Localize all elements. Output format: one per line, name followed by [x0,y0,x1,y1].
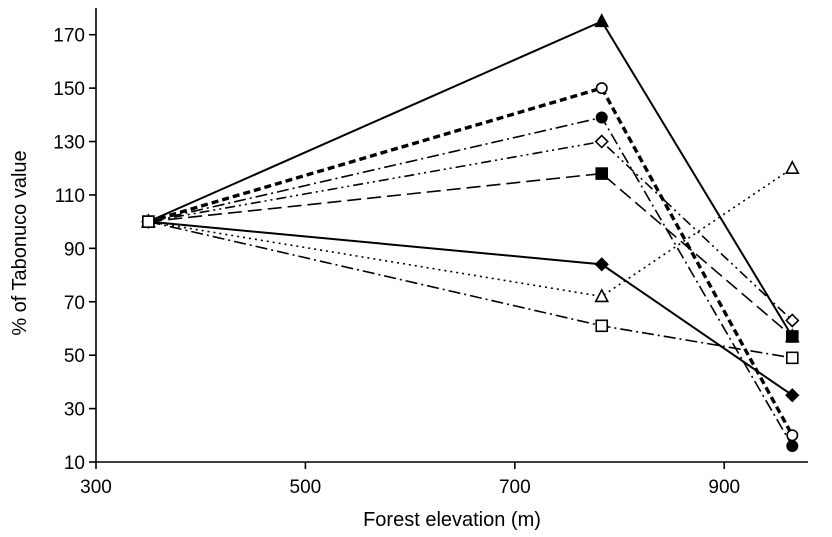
x-tick-label: 500 [290,477,322,498]
series-markers [141,13,800,452]
y-tick-label: 170 [53,26,85,47]
data-point [786,439,799,452]
data-point [594,288,610,303]
data-point [595,167,609,180]
y-tick-label: 150 [53,79,85,100]
y-tick-label: 90 [64,239,85,260]
data-point [785,330,799,343]
data-point [786,429,799,442]
data-point [594,134,609,149]
data-point [785,388,800,403]
series-line-5 [148,172,793,338]
x-tick-label: 700 [499,477,531,498]
y-tick-label: 10 [64,453,85,474]
y-axis-title: % of Tabonuco value [9,150,31,335]
series-line-1 [147,20,794,337]
data-point [595,111,608,124]
data-point [594,13,610,28]
x-tick-label: 300 [80,477,112,498]
data-point [142,215,155,228]
series-line-6 [148,220,793,397]
series-line-3 [148,116,793,447]
data-point [785,313,800,328]
y-tick-label: 110 [55,186,85,207]
x-tick-label: 900 [708,477,740,498]
axes: 10 30 50 70 90 110 130 150 170 300 500 700 900 [53,8,808,498]
series-lines [147,20,794,447]
y-tick-label: 50 [64,346,85,367]
data-point [785,351,799,365]
data-point [595,82,608,95]
series-line-2 [147,86,794,437]
data-point [594,257,609,272]
series-line-8 [148,220,793,359]
series-line-7 [148,167,793,298]
y-tick-label: 30 [64,400,85,421]
y-tick-label: 70 [64,293,85,314]
x-axis-title: Forest elevation (m) [363,509,541,531]
data-point [595,319,609,333]
y-tick-label: 130 [53,133,85,154]
data-point [784,160,800,175]
